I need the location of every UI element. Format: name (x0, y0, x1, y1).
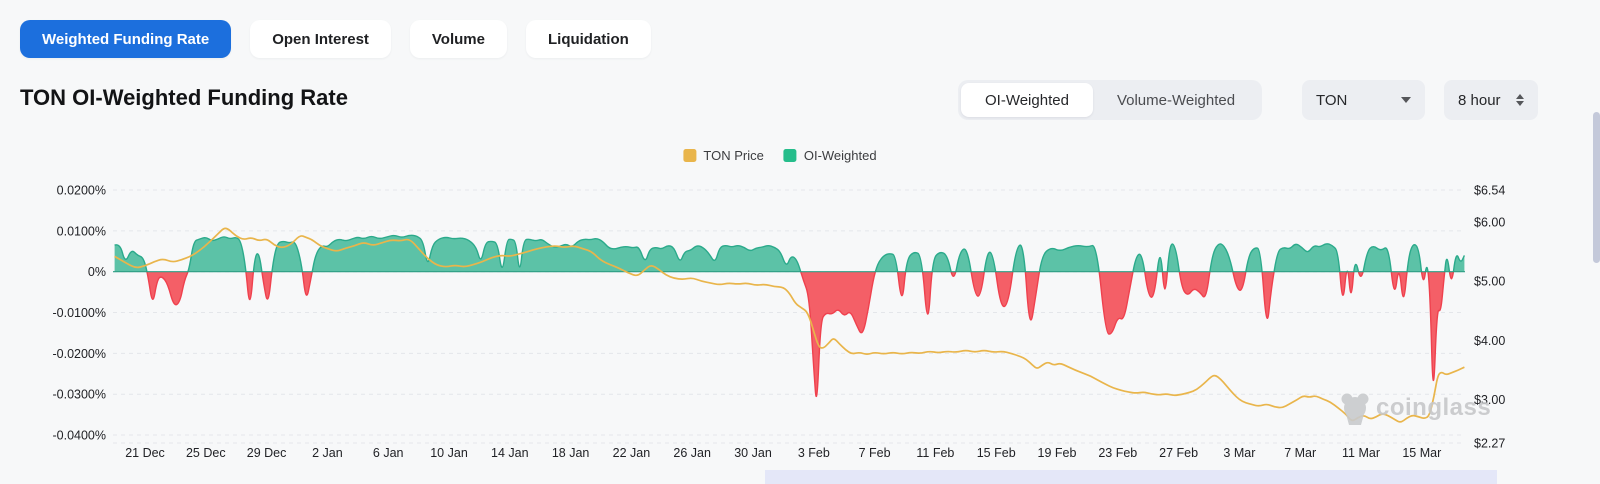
interval-select-value: 8 hour (1458, 91, 1501, 109)
x-axis-tick: 7 Feb (859, 446, 891, 460)
x-axis-tick: 22 Jan (613, 446, 651, 460)
x-axis-tick: 2 Jan (312, 446, 343, 460)
left-axis-tick: 0% (88, 265, 106, 279)
x-axis-tick: 19 Feb (1038, 446, 1077, 460)
watermark-text: coinglass (1376, 394, 1492, 421)
symbol-select-value: TON (1316, 91, 1348, 109)
segment-oi-weighted[interactable]: OI-Weighted (961, 83, 1093, 117)
right-axis-tick: $2.27 (1474, 436, 1505, 450)
left-axis-tick: 0.0200% (57, 184, 106, 198)
interval-select[interactable]: 8 hour (1444, 80, 1538, 120)
x-axis-tick: 14 Jan (491, 446, 529, 460)
chevron-down-icon (1401, 97, 1411, 103)
page-title: TON OI-Weighted Funding Rate (20, 85, 348, 110)
x-axis-tick: 30 Jan (734, 446, 772, 460)
right-axis-tick: $6.00 (1474, 215, 1505, 229)
vertical-scrollbar-thumb[interactable] (1593, 112, 1600, 263)
left-axis-tick: -0.0300% (52, 388, 106, 402)
x-axis-tick: 3 Feb (798, 446, 830, 460)
tab-weighted-funding-rate[interactable]: Weighted Funding Rate (20, 20, 232, 58)
left-axis-tick: -0.0400% (52, 429, 106, 443)
weighting-segmented-control: OI-Weighted Volume-Weighted (958, 80, 1263, 120)
chart-legend: TON Price OI-Weighted (683, 148, 877, 163)
legend-label: OI-Weighted (803, 148, 877, 163)
funding-line-negative (146, 271, 1455, 397)
x-axis-tick: 11 Mar (1342, 446, 1380, 460)
top-tab-bar: Weighted Funding Rate Open Interest Volume… (20, 20, 651, 58)
tab-open-interest[interactable]: Open Interest (250, 20, 391, 58)
x-axis-tick: 27 Feb (1159, 446, 1198, 460)
legend-item-oi-weighted[interactable]: OI-Weighted (783, 148, 877, 163)
x-axis-tick: 6 Jan (373, 446, 404, 460)
horizontal-scrollbar[interactable] (765, 470, 1497, 484)
x-axis-tick: 15 Mar (1402, 446, 1441, 460)
x-axis-tick: 3 Mar (1223, 446, 1255, 460)
tab-liquidation[interactable]: Liquidation (525, 20, 651, 58)
tab-volume[interactable]: Volume (409, 20, 507, 58)
legend-swatch-icon (783, 149, 797, 162)
segment-volume-weighted[interactable]: Volume-Weighted (1116, 91, 1236, 109)
x-axis-tick: 26 Jan (673, 446, 711, 460)
x-axis-tick: 21 Dec (125, 446, 165, 460)
x-axis-tick: 15 Feb (977, 446, 1016, 460)
left-axis-tick: 0.0100% (57, 224, 106, 238)
right-axis-tick: $4.00 (1474, 334, 1505, 348)
legend-swatch-icon (683, 149, 697, 162)
chart-controls: OI-Weighted Volume-Weighted TON 8 hour (958, 80, 1538, 120)
funding-area-positive (114, 235, 1465, 272)
right-axis-tick: $5.00 (1474, 275, 1505, 289)
x-axis-tick: 10 Jan (430, 446, 468, 460)
up-down-chevrons-icon (1516, 94, 1524, 106)
legend-item-ton-price[interactable]: TON Price (683, 148, 764, 163)
left-axis-tick: -0.0100% (52, 306, 106, 320)
ton-price-line (114, 227, 1465, 423)
funding-line-positive (114, 234, 1466, 272)
left-axis-tick: -0.0200% (52, 347, 106, 361)
right-axis-tick: $6.54 (1474, 184, 1505, 198)
x-axis-tick: 18 Jan (552, 446, 590, 460)
x-axis-tick: 7 Mar (1284, 446, 1316, 460)
x-axis-tick: 23 Feb (1098, 446, 1137, 460)
legend-label: TON Price (703, 148, 764, 163)
coinglass-watermark: coinglass (1338, 390, 1491, 426)
x-axis-tick: 11 Feb (916, 446, 954, 460)
x-axis-tick: 29 Dec (247, 446, 287, 460)
coinglass-bear-icon (1341, 393, 1369, 425)
symbol-select[interactable]: TON (1302, 80, 1425, 120)
right-axis-tick: $3.00 (1474, 393, 1505, 407)
x-axis-tick: 25 Dec (186, 446, 226, 460)
